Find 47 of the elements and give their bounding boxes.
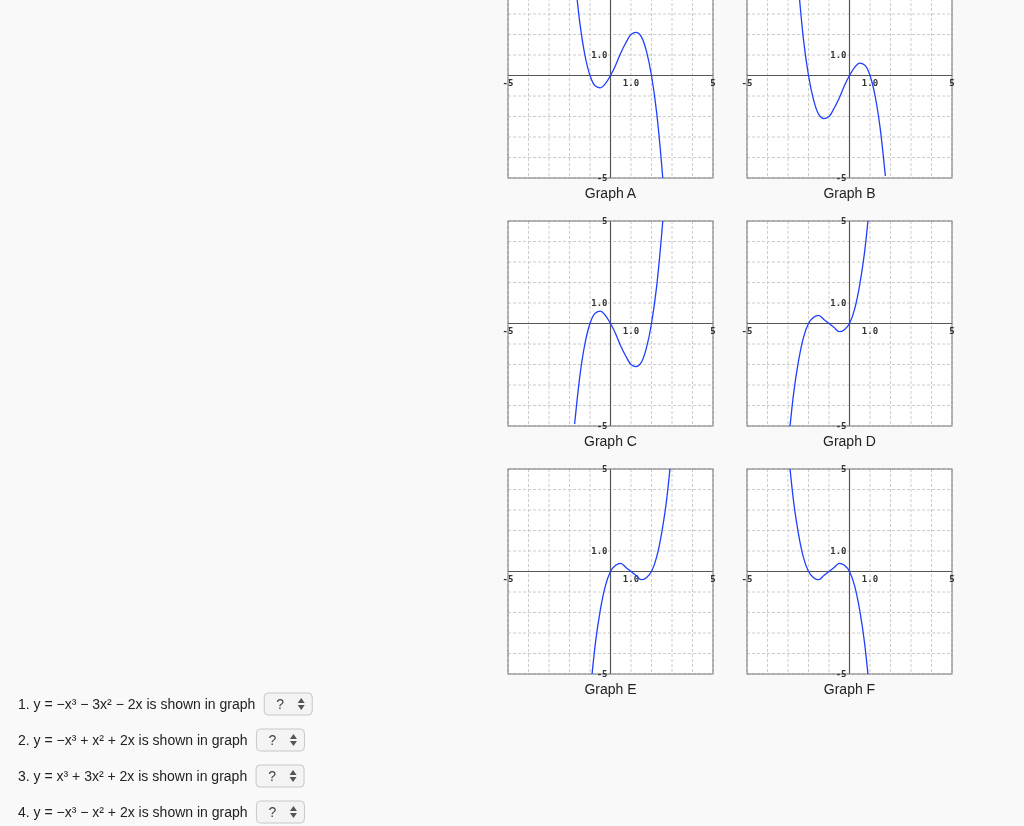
- x-tick-label: 1.0: [622, 77, 640, 88]
- x-tick-label: -5: [741, 325, 753, 336]
- y-tick-label: -5: [835, 173, 847, 183]
- y-tick-label: 1.0: [830, 50, 847, 60]
- x-tick-label: 5: [949, 77, 955, 88]
- text: 3. y = x³ + 3x² + 2x is shown in graph: [18, 768, 248, 784]
- y-tick-label: 5: [841, 216, 847, 226]
- text: Graph C: [584, 433, 637, 449]
- y-tick-label: -5: [596, 669, 608, 679]
- x-tick-label: 1.0: [622, 325, 640, 336]
- text: 1. y = −x³ − 3x² − 2x is shown in graph: [18, 696, 256, 712]
- x-tick-label: -5: [502, 573, 514, 584]
- y-tick-label: 1.0: [830, 298, 847, 308]
- text: 4. y = −x³ − x² + 2x is shown in graph: [18, 804, 248, 820]
- x-tick-label: -5: [741, 77, 753, 88]
- x-tick-label: 5: [710, 325, 716, 336]
- text: 2. y = −x³ + x² + 2x is shown in graph: [18, 732, 248, 748]
- x-tick-label: 5: [949, 573, 955, 584]
- dropdown: ?: [255, 764, 305, 788]
- x-tick-label: -5: [502, 325, 514, 336]
- dropdown: ?: [255, 728, 305, 752]
- x-tick-label: 5: [710, 573, 716, 584]
- text: Graph A: [584, 185, 637, 201]
- x-tick-label: 5: [949, 325, 955, 336]
- x-tick-label: 5: [710, 77, 716, 88]
- text: Graph E: [584, 681, 637, 697]
- y-tick-label: -5: [596, 421, 608, 431]
- y-tick-label: 5: [841, 464, 847, 474]
- y-tick-label: 1.0: [591, 546, 608, 556]
- dropdown: ?: [255, 800, 305, 824]
- y-tick-label: 5: [602, 464, 608, 474]
- text: Graph B: [823, 185, 876, 201]
- y-tick-label: 1.0: [591, 298, 608, 308]
- y-tick-label: -5: [835, 421, 847, 431]
- x-tick-label: 1.0: [861, 325, 879, 336]
- x-tick-label: 1.0: [861, 573, 879, 584]
- x-tick-label: -5: [502, 77, 514, 88]
- y-tick-label: -5: [835, 669, 847, 679]
- dropdown: ?: [263, 692, 313, 716]
- y-tick-label: 1.0: [591, 50, 608, 60]
- text: Graph F: [823, 681, 876, 697]
- x-tick-label: 1.0: [622, 573, 640, 584]
- x-tick-label: -5: [741, 573, 753, 584]
- y-tick-label: 1.0: [830, 546, 847, 556]
- text: Graph D: [823, 433, 876, 449]
- y-tick-label: -5: [596, 173, 608, 183]
- y-tick-label: 5: [602, 216, 608, 226]
